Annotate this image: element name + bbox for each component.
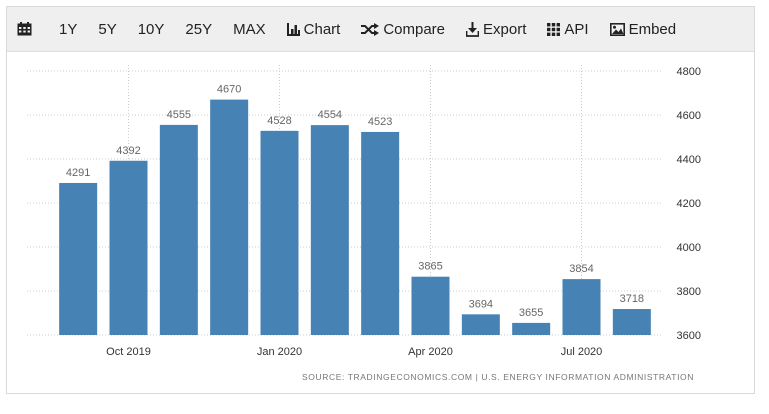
- bar[interactable]: [159, 124, 198, 336]
- bar[interactable]: [361, 131, 400, 335]
- compare-button[interactable]: Compare: [361, 7, 445, 52]
- x-tick-label: Jul 2020: [561, 346, 603, 358]
- bar-value-label: 4392: [116, 145, 140, 157]
- chart-widget: 1Y 5Y 10Y 25Y MAX Chart: [6, 6, 755, 394]
- bar[interactable]: [109, 160, 148, 335]
- y-tick-label: 3600: [677, 330, 701, 342]
- download-icon: [466, 21, 480, 37]
- bar-chart: 4291 4392 4555 4670 4528 4554 4523 3865 3694 3655…: [27, 65, 701, 358]
- x-tick-label: Oct 2019: [106, 346, 151, 358]
- bar-value-label: 4523: [368, 116, 392, 128]
- bar-value-label: 4555: [167, 109, 191, 121]
- y-tick-label: 3800: [677, 286, 701, 298]
- bar[interactable]: [260, 130, 299, 335]
- bar-value-label: 3655: [519, 307, 543, 319]
- bars: [59, 99, 651, 336]
- bar-value-label: 3718: [620, 293, 644, 305]
- bar-chart-icon: [286, 22, 300, 36]
- y-tick-label: 4400: [677, 154, 701, 166]
- export-label: Export: [483, 20, 527, 38]
- bar-value-label: 4528: [267, 115, 291, 127]
- bar[interactable]: [562, 279, 601, 335]
- api-button[interactable]: API: [547, 7, 589, 52]
- data-labels: 4291 4392 4555 4670 4528 4554 4523 3865 3694 3655…: [66, 84, 644, 319]
- image-icon: [609, 22, 625, 36]
- range-5y-button[interactable]: 5Y: [98, 20, 117, 38]
- bar[interactable]: [461, 314, 500, 335]
- y-tick-label: 4800: [677, 66, 701, 78]
- bar-value-label: 4291: [66, 167, 90, 179]
- embed-label: Embed: [628, 20, 677, 38]
- bar[interactable]: [210, 99, 249, 335]
- range-25y-button[interactable]: 25Y: [185, 20, 213, 38]
- shuffle-icon: [361, 22, 380, 36]
- y-tick-label: 4600: [677, 110, 701, 122]
- chart-type-label: Chart: [303, 20, 341, 38]
- bar-value-label: 3854: [569, 263, 593, 275]
- calendar-icon: [17, 22, 32, 36]
- range-1y-button[interactable]: 1Y: [59, 20, 78, 38]
- source-note: SOURCE: TRADINGECONOMICS.COM | U.S. ENER…: [302, 372, 694, 382]
- grid-icon: [547, 22, 561, 36]
- api-label: API: [564, 20, 589, 38]
- range-max-button[interactable]: MAX: [233, 20, 266, 38]
- bar[interactable]: [612, 309, 651, 335]
- x-tick-label: Jan 2020: [257, 346, 302, 358]
- chart-toolbar: 1Y 5Y 10Y 25Y MAX Chart: [7, 7, 754, 52]
- bar[interactable]: [411, 276, 450, 335]
- embed-button[interactable]: Embed: [609, 7, 677, 52]
- calendar-button[interactable]: [17, 7, 36, 52]
- y-axis-ticks: 3600 3800 4000 4200 4400 4600 4800: [677, 66, 701, 342]
- bar-value-label: 3865: [418, 261, 442, 273]
- bar-value-label: 3694: [469, 298, 493, 310]
- chart-type-button[interactable]: Chart: [286, 7, 341, 52]
- compare-label: Compare: [383, 20, 446, 38]
- bar-value-label: 4554: [318, 109, 342, 121]
- bar-value-label: 4670: [217, 84, 241, 96]
- export-button[interactable]: Export: [466, 7, 526, 52]
- bar[interactable]: [59, 182, 98, 335]
- chart-area: 4291 4392 4555 4670 4528 4554 4523 3865 3694 3655…: [7, 53, 754, 393]
- y-tick-label: 4200: [677, 198, 701, 210]
- x-tick-label: Apr 2020: [408, 346, 453, 358]
- y-tick-label: 4000: [677, 242, 701, 254]
- x-axis-ticks: Oct 2019 Jan 2020 Apr 2020 Jul 2020: [106, 346, 602, 358]
- bar[interactable]: [512, 322, 551, 335]
- range-10y-button[interactable]: 10Y: [137, 20, 165, 38]
- bar[interactable]: [310, 125, 349, 336]
